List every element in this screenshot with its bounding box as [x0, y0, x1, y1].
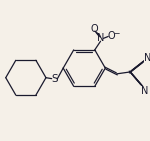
- Text: −: −: [114, 29, 120, 38]
- Text: S: S: [51, 74, 58, 84]
- Text: N: N: [141, 86, 148, 96]
- Text: O: O: [90, 24, 98, 34]
- Text: N: N: [144, 53, 150, 63]
- Text: O: O: [107, 31, 115, 41]
- Text: N: N: [97, 33, 104, 43]
